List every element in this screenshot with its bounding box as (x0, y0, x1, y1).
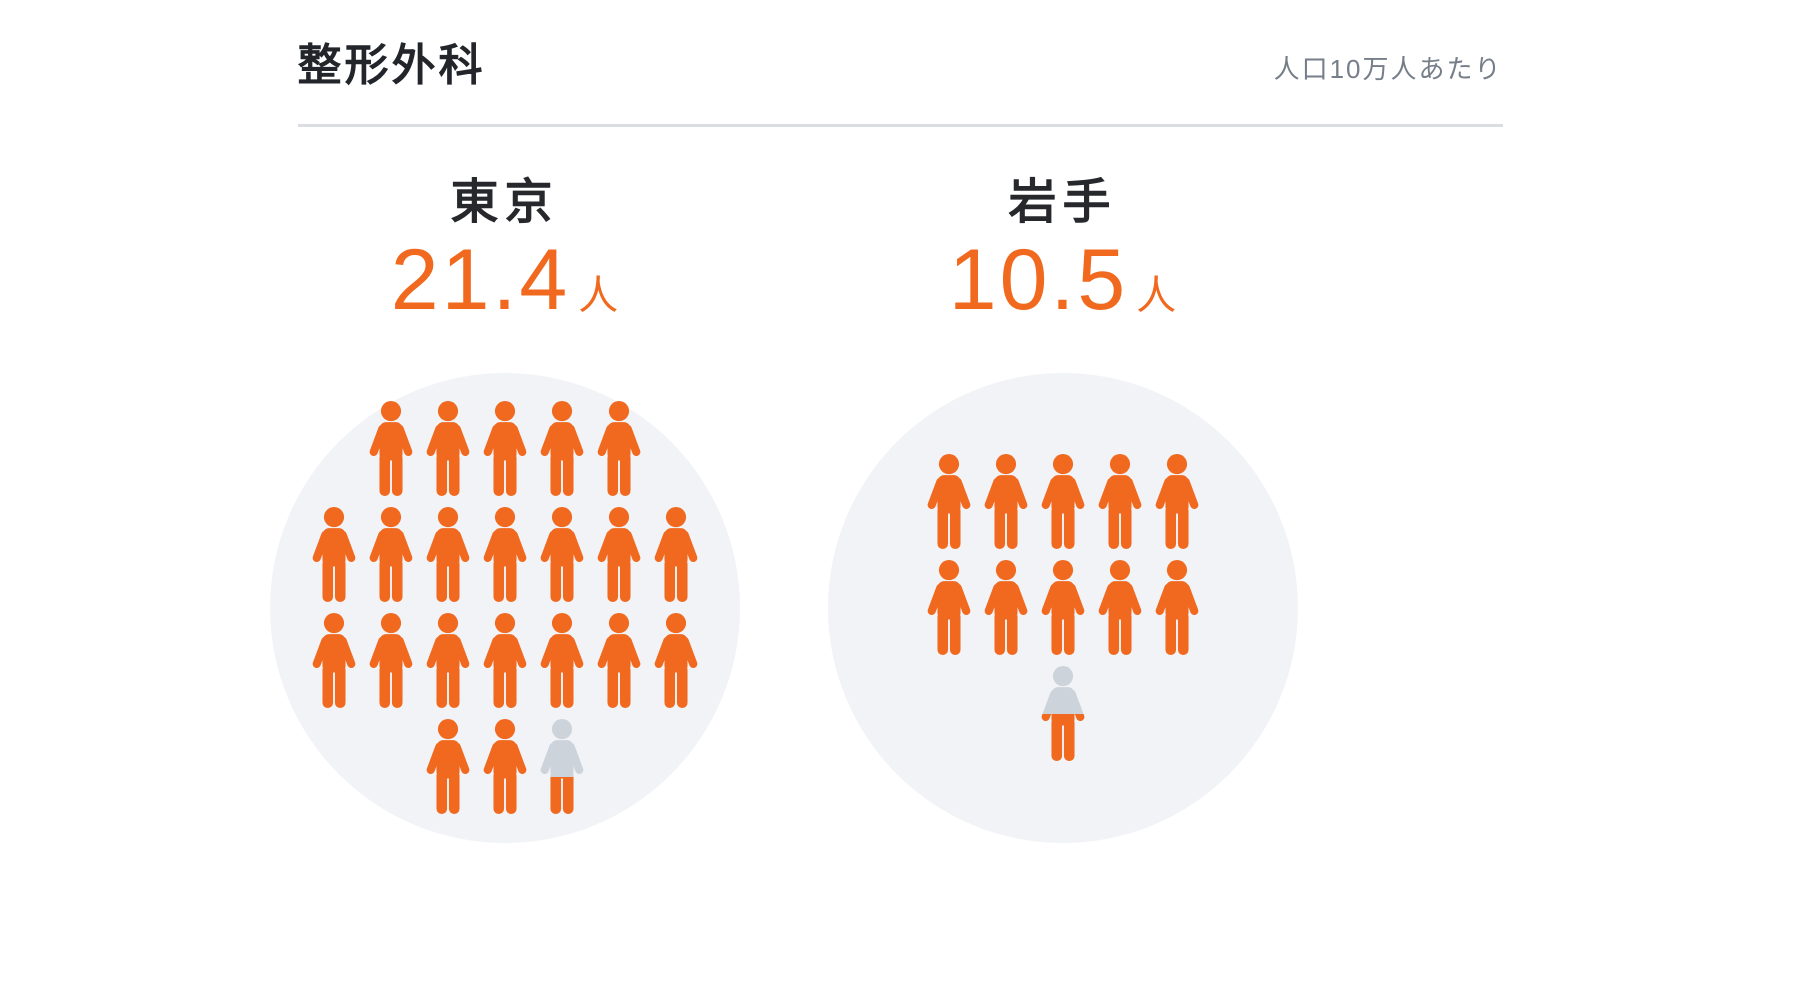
value-unit: 人 (578, 273, 619, 318)
group-value: 10.5 人 (948, 231, 1177, 328)
person-icon (423, 719, 473, 815)
group-value: 21.4 人 (390, 231, 619, 328)
person-icon (366, 507, 416, 603)
person-icon (366, 613, 416, 709)
person-icon (423, 507, 473, 603)
person-icon (537, 613, 587, 709)
person-icon (651, 613, 701, 709)
value-unit: 人 (1136, 273, 1177, 318)
partial-fill-overlay (1038, 714, 1088, 762)
person-icon (651, 507, 701, 603)
person-icon (423, 401, 473, 497)
person-icon (537, 401, 587, 497)
person-icon (1038, 454, 1088, 550)
group-name: 東京 (450, 176, 559, 230)
person-icon (1095, 454, 1145, 550)
person-icon (366, 401, 416, 497)
person-icon (981, 454, 1031, 550)
icon-row (924, 454, 1202, 550)
person-icon (537, 507, 587, 603)
person-icon (1152, 560, 1202, 656)
person-icon-partial (1038, 666, 1088, 762)
person-icon (594, 507, 644, 603)
icon-row (1038, 666, 1088, 762)
person-icon (309, 613, 359, 709)
group-iwate: 岩手 10.5 人 (827, 175, 1298, 844)
person-icon (480, 719, 530, 815)
person-icon (480, 507, 530, 603)
person-icon (1152, 454, 1202, 550)
person-icon (1038, 560, 1088, 656)
value-number: 10.5 (948, 231, 1129, 328)
person-icon-partial (537, 719, 587, 815)
person-icon (309, 507, 359, 603)
person-icon (1095, 560, 1145, 656)
group-tokyo: 東京 21.4 人 (269, 175, 740, 844)
icon-row (309, 613, 701, 709)
icon-row (924, 560, 1202, 656)
infographic-card: 整形外科 人口10万人あたり 東京 21.4 人岩手 10.5 人 (269, 0, 1503, 844)
person-icon (594, 613, 644, 709)
person-icon (480, 613, 530, 709)
value-number: 21.4 (390, 231, 571, 328)
person-icon (924, 454, 974, 550)
person-icon (924, 560, 974, 656)
person-icon (480, 401, 530, 497)
header: 整形外科 人口10万人あたり (297, 41, 1503, 128)
icon-row (309, 507, 701, 603)
group-circle-iwate (827, 373, 1298, 844)
page-title: 整形外科 (297, 41, 486, 90)
icon-row (366, 401, 644, 497)
icon-row (423, 719, 587, 815)
person-icon (981, 560, 1031, 656)
comparison-groups: 東京 21.4 人岩手 10.5 人 (269, 175, 1503, 844)
unit-note: 人口10万人あたり (1273, 54, 1503, 85)
group-circle-tokyo (269, 373, 740, 844)
person-icon (594, 401, 644, 497)
group-name: 岩手 (1008, 176, 1117, 230)
partial-fill-overlay (537, 777, 587, 815)
person-icon (423, 613, 473, 709)
